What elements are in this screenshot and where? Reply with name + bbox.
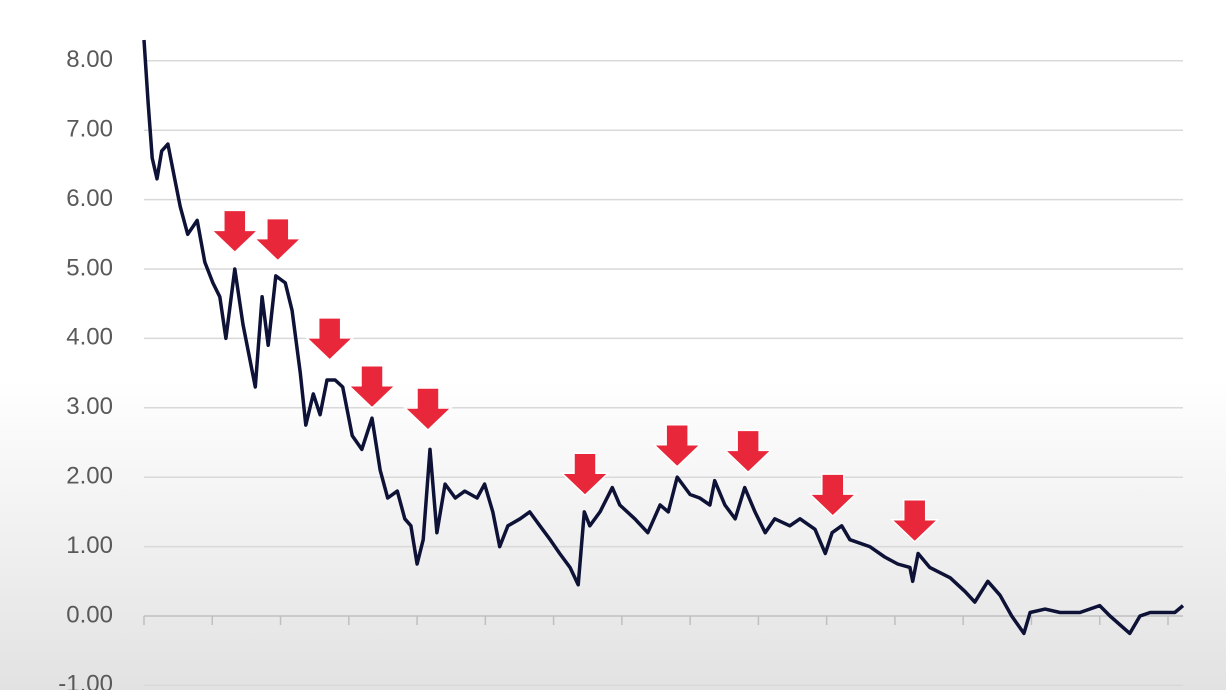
line-series (142, 39, 1185, 636)
arrow (209, 209, 260, 254)
arrow (723, 429, 774, 474)
arrow (304, 317, 355, 361)
arrow (560, 452, 610, 497)
y-tick-label: 7.00 (66, 116, 113, 143)
arrow (252, 217, 303, 262)
y-tick-label: 9.00 (66, 0, 113, 4)
y-tick-label: 1.00 (66, 532, 113, 559)
arrow (652, 424, 703, 468)
y-tick-label: 3.00 (66, 393, 113, 420)
y-tick-label: 8.00 (66, 46, 113, 73)
y-tick-label: -1.00 (58, 671, 113, 690)
arrow (807, 473, 858, 518)
y-tick-label: 4.00 (66, 324, 113, 351)
arrow (347, 365, 397, 409)
y-tick-label: 5.00 (66, 254, 113, 281)
arrow (403, 387, 453, 432)
arrow (889, 498, 940, 543)
y-tick-label: 2.00 (66, 463, 113, 490)
y-tick-label: 6.00 (66, 185, 113, 212)
y-tick-label: 0.00 (66, 601, 113, 628)
